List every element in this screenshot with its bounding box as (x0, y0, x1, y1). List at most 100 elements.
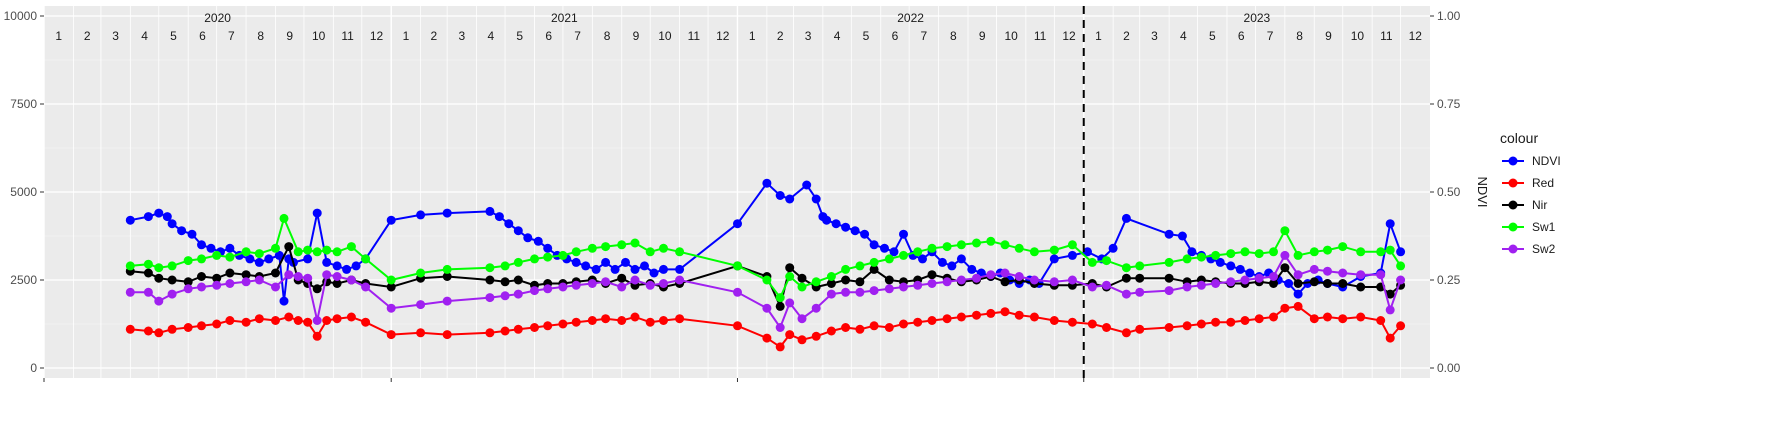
data-point-sw2 (1293, 270, 1303, 280)
data-point-red (322, 316, 332, 325)
data-point-sw2 (659, 279, 668, 288)
data-point-ndvi (279, 296, 289, 306)
month-label: 4 (1180, 29, 1187, 43)
data-point-sw1 (1029, 247, 1039, 257)
data-point-ndvi (571, 257, 581, 267)
legend-label: Nir (1532, 198, 1547, 212)
data-point-sw1 (1385, 245, 1395, 255)
month-label: 2 (84, 29, 91, 43)
data-point-sw2 (212, 280, 222, 290)
data-point-sw1 (312, 247, 322, 257)
data-point-sw1 (143, 259, 153, 269)
data-point-nir (332, 279, 342, 288)
data-point-sw1 (241, 247, 251, 257)
data-point-sw2 (601, 277, 611, 287)
data-point-red (1338, 314, 1348, 324)
data-point-sw1 (1164, 257, 1174, 267)
month-label: 11 (688, 29, 701, 43)
data-point-red (197, 321, 206, 331)
data-point-nir (855, 277, 865, 287)
month-label: 7 (921, 29, 928, 43)
data-point-nir (183, 277, 193, 287)
data-point-ndvi (841, 222, 851, 232)
data-point-red (386, 330, 396, 340)
data-point-sw1 (416, 268, 426, 278)
data-point-nir (1000, 277, 1010, 287)
data-point-ndvi (1164, 229, 1174, 239)
data-point-sw1 (1211, 250, 1221, 260)
data-point-sw1 (1280, 226, 1290, 236)
data-point-red (675, 314, 685, 324)
data-point-nir (284, 242, 294, 252)
data-point-ndvi (1121, 213, 1131, 223)
month-label: 12 (716, 29, 730, 43)
right-axis-tick-label: 0.00 (1437, 361, 1461, 375)
data-point-sw2 (826, 289, 836, 299)
data-point-sw1 (811, 277, 821, 287)
data-point-sw2 (500, 291, 510, 301)
month-label: 3 (112, 29, 119, 43)
data-point-sw2 (197, 282, 206, 292)
data-point-ndvi (1187, 247, 1197, 257)
data-point-sw1 (869, 257, 879, 267)
data-point-ndvi (860, 229, 870, 239)
month-label: 2 (1123, 29, 1130, 43)
data-point-sw2 (225, 279, 235, 288)
data-point-red (1121, 328, 1131, 338)
data-point-sw1 (442, 264, 452, 274)
legend-label: Sw1 (1532, 220, 1556, 234)
month-label: 5 (863, 29, 870, 43)
data-point-ndvi (143, 212, 153, 222)
data-point-sw2 (956, 275, 966, 285)
data-point-red (797, 335, 807, 345)
data-point-red (884, 323, 894, 332)
data-point-sw1 (972, 238, 981, 248)
data-point-ndvi (167, 219, 177, 229)
data-point-sw1 (927, 243, 937, 253)
data-point-sw1 (303, 245, 313, 255)
data-point-ndvi (533, 236, 543, 246)
data-point-ndvi (610, 264, 620, 274)
data-point-nir (1293, 279, 1303, 288)
data-point-sw1 (346, 242, 356, 252)
legend-label: Red (1532, 176, 1554, 190)
data-point-sw2 (361, 282, 371, 292)
data-point-ndvi (523, 233, 533, 243)
data-point-red (1293, 301, 1303, 311)
data-point-sw1 (1323, 245, 1332, 255)
data-point-sw1 (500, 261, 510, 271)
data-point-red (1182, 321, 1192, 331)
legend-item-red: Red (1502, 176, 1554, 190)
month-label: 1 (749, 29, 756, 43)
data-point-sw2 (762, 303, 772, 313)
data-point-sw2 (386, 303, 396, 313)
data-point-sw2 (1049, 277, 1059, 287)
data-point-red (1254, 314, 1264, 324)
data-point-red (1309, 314, 1319, 324)
month-label: 8 (257, 29, 264, 43)
legend-item-ndvi: NDVI (1502, 154, 1561, 168)
month-label: 11 (1380, 29, 1393, 43)
data-point-nir (841, 275, 851, 285)
legend-label: NDVI (1532, 154, 1561, 168)
left-axis-tick-label: 2500 (10, 273, 37, 287)
data-point-red (601, 314, 611, 324)
data-point-nir (785, 263, 795, 273)
data-point-sw2 (530, 286, 539, 296)
data-point-sw1 (543, 252, 553, 262)
data-point-sw2 (1087, 282, 1097, 292)
data-point-red (312, 331, 322, 341)
legend-key-point (1508, 178, 1518, 188)
data-point-red (293, 316, 303, 325)
month-label: 8 (950, 29, 957, 43)
data-point-red (513, 324, 523, 334)
data-point-sw2 (1226, 277, 1236, 287)
data-point-nir (485, 275, 495, 285)
data-point-sw2 (972, 273, 981, 283)
data-point-sw1 (775, 293, 785, 303)
data-point-red (571, 317, 581, 327)
data-point-nir (1280, 263, 1290, 273)
data-point-sw1 (1254, 249, 1264, 259)
data-point-sw1 (1087, 257, 1097, 267)
data-point-red (1087, 319, 1097, 329)
